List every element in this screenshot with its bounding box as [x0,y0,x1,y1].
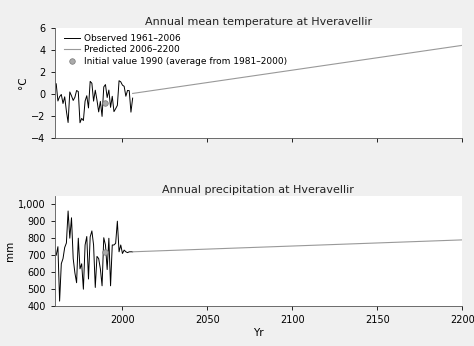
Predicted 2006–2200 [412,50,418,54]
Line: Observed 1961–2006: Observed 1961–2006 [56,81,133,123]
Observed 1961–2006 [54,82,59,86]
Observed 1961–2006 [58,92,64,97]
Observed 1961–2006 [70,98,76,102]
Observed 1961–2006 [123,94,129,98]
Y-axis label: °C: °C [18,76,28,89]
Observed 1961–2006 [77,121,83,125]
Observed 1961–2006 [116,79,122,83]
Title: Annual precipitation at Hveravellir: Annual precipitation at Hveravellir [163,185,354,195]
Predicted 2006–2200 [148,89,154,93]
Y-axis label: mm: mm [5,241,15,261]
Predicted 2006–2200 [459,43,465,47]
Observed 1961–2006 [130,96,136,100]
Observed 1961–2006 [121,84,127,88]
Observed 1961–2006 [111,110,117,114]
Predicted 2006–2200 [218,79,224,83]
Observed 1961–2006 [72,95,78,99]
Observed 1961–2006 [82,99,88,103]
Observed 1961–2006 [119,83,125,87]
Observed 1961–2006 [55,99,61,103]
Legend: Observed 1961–2006, Predicted 2006–2200, Initial value 1990 (average from 1981–2: Observed 1961–2006, Predicted 2006–2200,… [63,33,288,67]
Observed 1961–2006 [115,103,120,108]
Observed 1961–2006 [98,99,103,103]
Observed 1961–2006 [127,89,132,93]
Predicted 2006–2200 [390,53,395,57]
Observed 1961–2006 [101,85,107,89]
Observed 1961–2006 [104,95,110,100]
Observed 1961–2006 [89,81,95,85]
Observed 1961–2006 [86,106,91,110]
Observed 1961–2006 [81,118,86,122]
Predicted 2006–2200 [130,91,136,95]
Observed 1961–2006 [79,116,84,120]
Observed 1961–2006 [128,110,134,114]
Observed 1961–2006 [65,120,71,125]
Observed 1961–2006 [92,88,98,92]
Observed 1961–2006 [75,90,81,94]
Observed 1961–2006 [103,82,109,86]
Observed 1961–2006 [67,90,73,94]
Observed 1961–2006 [91,99,96,103]
Observed 1961–2006 [106,88,112,92]
Observed 1961–2006 [108,105,113,109]
Observed 1961–2006 [113,107,118,111]
X-axis label: Yr: Yr [253,328,264,338]
Predicted 2006–2200 [303,66,309,70]
Observed 1961–2006 [109,94,115,98]
Observed 1961–2006 [60,101,66,106]
Observed 1961–2006 [64,109,69,113]
Observed 1961–2006 [118,80,124,84]
Observed 1961–2006 [57,94,63,99]
Observed 1961–2006 [94,98,100,102]
Predicted 2006–2200 [424,48,429,53]
Observed 1961–2006 [99,114,105,118]
Observed 1961–2006 [84,94,90,98]
Observed 1961–2006 [87,79,93,83]
Observed 1961–2006 [96,110,101,114]
Observed 1961–2006 [125,88,130,92]
Title: Annual mean temperature at Hveravellir: Annual mean temperature at Hveravellir [145,17,372,27]
Observed 1961–2006 [74,89,80,93]
Line: Predicted 2006–2200: Predicted 2006–2200 [133,45,462,93]
Observed 1961–2006 [62,95,68,99]
Observed 1961–2006 [69,94,74,98]
